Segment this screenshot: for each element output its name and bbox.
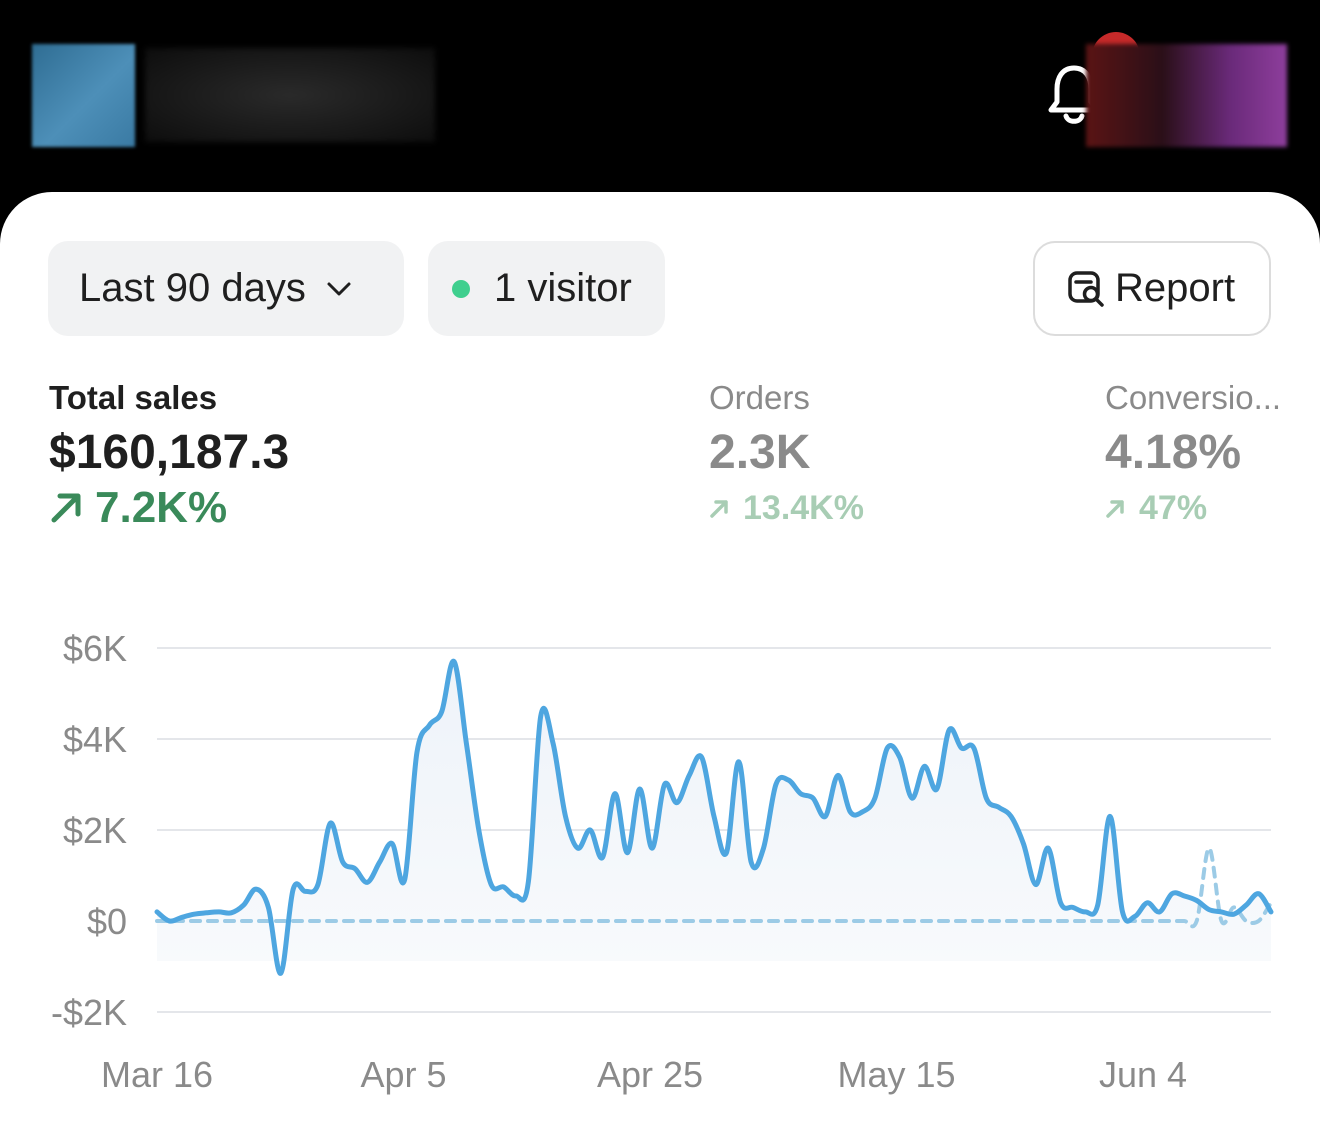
metric-value: 2.3K [709,426,811,479]
chevron-down-icon [327,282,351,295]
metric-conversion[interactable]: Conversio... 4.18% 47% [1105,378,1281,528]
metric-delta-value: 13.4K% [743,489,864,527]
date-range-selector[interactable]: Last 90 days [48,241,404,336]
top-bar [0,0,1320,192]
metric-delta-value: 7.2K% [95,483,228,532]
live-visitors-pill[interactable]: 1 visitor [428,241,665,336]
metric-label: Total sales [49,379,218,416]
arrow-up-right-icon [1106,499,1124,518]
store-avatar[interactable] [32,44,135,147]
arrow-up-right-icon [51,493,81,523]
arrow-up-right-icon [710,499,728,518]
report-icon [1068,270,1104,307]
metric-label: Orders [709,379,810,416]
store-name-redacted[interactable] [145,48,435,142]
metric-orders[interactable]: Orders 2.3K 13.4K% [709,378,864,528]
metric-value: $160,187.3 [49,426,290,479]
report-button[interactable]: Report [1033,241,1271,336]
metric-delta: 47% [1105,489,1281,528]
metric-total-sales[interactable]: Total sales $160,187.3 7.2K% [49,378,289,533]
account-avatar[interactable] [1086,44,1287,147]
visitors-label: 1 visitor [494,266,632,310]
metric-delta: 7.2K% [49,483,289,533]
metric-label: Conversio... [1105,379,1282,416]
metric-value: 4.18% [1105,426,1242,479]
live-status-dot [452,279,470,298]
bell-icon[interactable] [1048,62,1100,128]
report-label: Report [1115,266,1236,310]
analytics-card: Last 90 days 1 visitor Report Total sale… [0,192,1320,1147]
date-range-label: Last 90 days [79,266,306,310]
metric-delta: 13.4K% [709,489,864,528]
metric-delta-value: 47% [1139,489,1208,527]
